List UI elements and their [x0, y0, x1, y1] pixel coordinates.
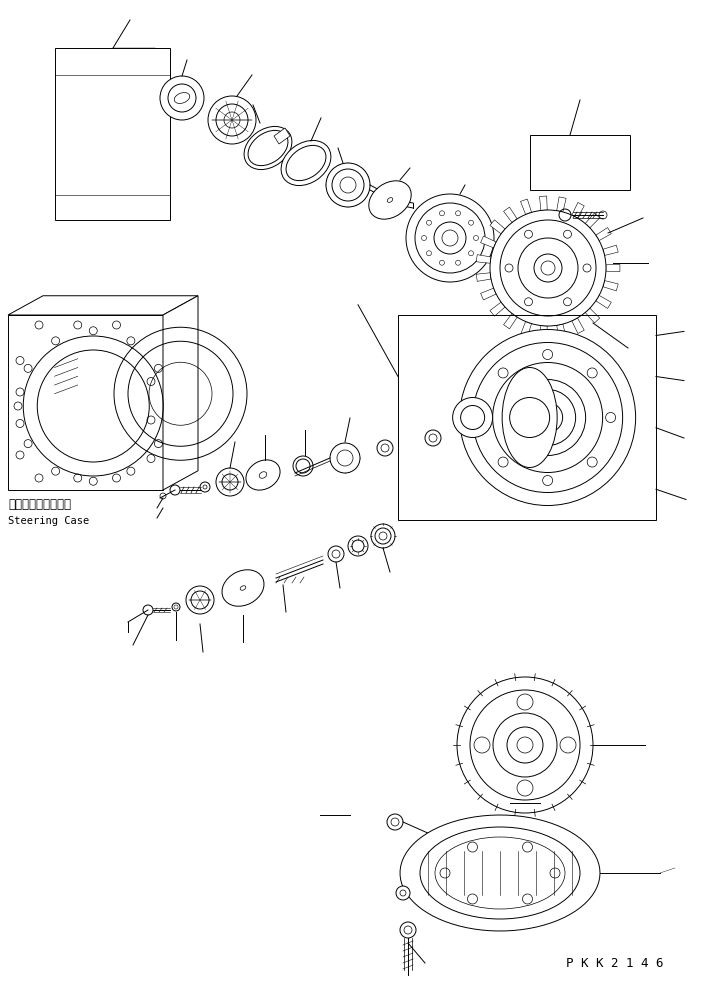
- Polygon shape: [490, 302, 505, 316]
- Ellipse shape: [246, 460, 280, 490]
- Polygon shape: [585, 308, 600, 323]
- Circle shape: [467, 894, 477, 904]
- Circle shape: [377, 440, 393, 456]
- Circle shape: [440, 868, 450, 878]
- Circle shape: [467, 842, 477, 852]
- Circle shape: [371, 524, 395, 548]
- Circle shape: [406, 194, 494, 282]
- Polygon shape: [603, 245, 618, 255]
- Polygon shape: [503, 314, 517, 329]
- Polygon shape: [361, 170, 368, 177]
- Circle shape: [186, 586, 214, 614]
- Circle shape: [208, 96, 256, 144]
- Circle shape: [543, 476, 553, 486]
- Polygon shape: [8, 295, 198, 315]
- Circle shape: [387, 814, 403, 830]
- Polygon shape: [572, 318, 584, 334]
- Polygon shape: [326, 177, 332, 185]
- Polygon shape: [539, 326, 547, 340]
- Circle shape: [522, 894, 532, 904]
- Polygon shape: [596, 228, 611, 240]
- Circle shape: [498, 457, 508, 467]
- Circle shape: [293, 456, 313, 476]
- Ellipse shape: [244, 127, 292, 170]
- Polygon shape: [400, 815, 600, 931]
- Polygon shape: [557, 197, 566, 212]
- Polygon shape: [339, 163, 348, 170]
- Ellipse shape: [222, 570, 264, 606]
- Polygon shape: [606, 265, 620, 272]
- Circle shape: [587, 457, 597, 467]
- Circle shape: [550, 868, 560, 878]
- Polygon shape: [55, 48, 170, 220]
- Circle shape: [453, 397, 493, 438]
- Polygon shape: [585, 213, 600, 228]
- Text: P K K 2 1 4 6: P K K 2 1 4 6: [566, 957, 663, 970]
- Polygon shape: [557, 324, 566, 339]
- Circle shape: [216, 468, 244, 496]
- Polygon shape: [339, 201, 348, 207]
- Circle shape: [460, 330, 636, 505]
- Circle shape: [474, 737, 490, 753]
- Circle shape: [560, 737, 576, 753]
- Polygon shape: [364, 185, 370, 193]
- Polygon shape: [520, 199, 532, 215]
- Ellipse shape: [502, 368, 557, 468]
- Polygon shape: [572, 202, 584, 218]
- Text: ステアリングケース: ステアリングケース: [8, 498, 71, 511]
- Polygon shape: [356, 165, 363, 172]
- Circle shape: [348, 536, 368, 556]
- Circle shape: [457, 677, 593, 813]
- Polygon shape: [327, 193, 334, 200]
- Polygon shape: [348, 201, 356, 207]
- Polygon shape: [327, 170, 334, 177]
- Circle shape: [510, 380, 586, 455]
- Circle shape: [328, 546, 344, 562]
- Polygon shape: [481, 236, 496, 248]
- Polygon shape: [364, 177, 370, 185]
- Polygon shape: [8, 315, 163, 490]
- Circle shape: [522, 842, 532, 852]
- Polygon shape: [163, 295, 198, 490]
- Polygon shape: [477, 255, 491, 263]
- Circle shape: [160, 76, 204, 120]
- Polygon shape: [326, 185, 332, 193]
- Circle shape: [517, 780, 533, 796]
- Polygon shape: [490, 220, 505, 233]
- Circle shape: [605, 412, 615, 423]
- Circle shape: [425, 430, 441, 446]
- Circle shape: [330, 443, 360, 473]
- Polygon shape: [596, 295, 611, 308]
- Polygon shape: [520, 322, 532, 336]
- Circle shape: [490, 210, 606, 326]
- Polygon shape: [539, 196, 547, 211]
- Circle shape: [498, 368, 508, 378]
- Circle shape: [543, 349, 553, 359]
- Circle shape: [326, 163, 370, 207]
- Polygon shape: [361, 193, 368, 200]
- Ellipse shape: [369, 181, 411, 219]
- Ellipse shape: [281, 140, 331, 185]
- Polygon shape: [477, 273, 491, 282]
- Polygon shape: [332, 198, 339, 205]
- Polygon shape: [356, 198, 363, 205]
- Polygon shape: [332, 165, 339, 172]
- Circle shape: [517, 694, 533, 710]
- Circle shape: [396, 886, 410, 900]
- Polygon shape: [348, 163, 356, 170]
- Circle shape: [479, 412, 490, 423]
- Polygon shape: [481, 288, 496, 300]
- Circle shape: [400, 922, 416, 938]
- Polygon shape: [603, 281, 618, 290]
- Circle shape: [587, 368, 597, 378]
- Text: Steering Case: Steering Case: [8, 516, 89, 526]
- Polygon shape: [503, 207, 517, 223]
- Polygon shape: [274, 128, 290, 144]
